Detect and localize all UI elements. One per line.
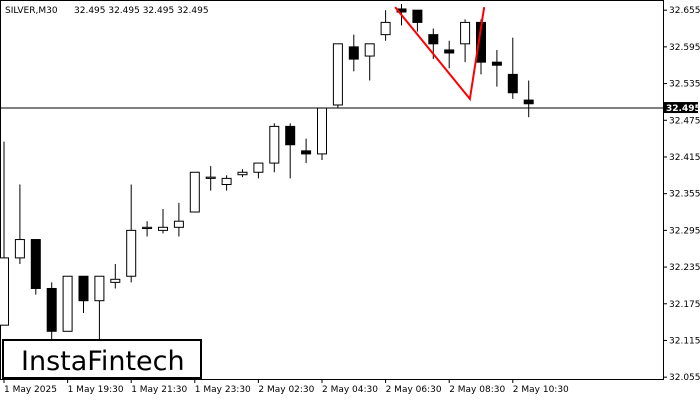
- x-tick-label: 1 May 2025: [4, 385, 57, 395]
- candle-body-bullish: [205, 176, 216, 179]
- candle-body-bullish: [94, 275, 105, 302]
- candle-body-bullish: [158, 226, 168, 231]
- x-tick-label: 1 May 23:30: [195, 385, 251, 395]
- symbol-timeframe: SILVER,M30: [5, 6, 58, 16]
- candle: [46, 282, 57, 350]
- candle-body-bullish: [332, 43, 343, 106]
- candle: [158, 208, 168, 234]
- y-tick-label: 32.595: [669, 43, 700, 53]
- candle-body-bearish: [285, 125, 296, 146]
- current-price-marker: 32.495: [664, 102, 700, 114]
- candle: [142, 221, 153, 237]
- candle-body-bearish: [523, 99, 534, 105]
- candle: [348, 34, 359, 72]
- candles-layer: [0, 4, 534, 350]
- instafintech-logo: InstaFintech: [2, 339, 202, 379]
- candle: [205, 166, 216, 191]
- candle-body-bearish: [507, 73, 518, 94]
- candle: [173, 202, 184, 237]
- candle-body-bullish: [380, 21, 391, 36]
- x-tick-label: 2 May 04:30: [322, 385, 378, 395]
- y-tick-label: 32.355: [669, 190, 700, 200]
- candle: [30, 239, 41, 295]
- logo-text: InstaFintech: [21, 346, 185, 377]
- candle: [317, 107, 327, 161]
- y-tick-label: 32.475: [669, 116, 700, 126]
- candle: [364, 43, 375, 81]
- candle: [237, 169, 248, 178]
- candle: [412, 9, 423, 32]
- candle: [460, 19, 471, 63]
- candle-body-bullish: [110, 278, 121, 283]
- candle-body-bullish: [14, 239, 25, 259]
- candle: [269, 123, 280, 173]
- candle: [491, 49, 502, 87]
- x-axis: 1 May 2025 1 May 19:30 1 May 21:30 1 May 23…: [3, 379, 569, 395]
- candle-body-bullish: [62, 275, 73, 332]
- y-tick-label: 32.655: [669, 6, 700, 16]
- x-tick-label: 2 May 02:30: [258, 385, 314, 395]
- candle: [332, 43, 343, 109]
- y-tick-label: 32.115: [669, 336, 700, 346]
- candle-body-bullish: [189, 171, 200, 213]
- candle-body-bullish: [0, 257, 9, 326]
- candle-body-bullish: [221, 177, 232, 185]
- y-tick-label: 32.295: [669, 226, 700, 236]
- x-tick-label: 1 May 19:30: [68, 385, 124, 395]
- candle: [126, 184, 137, 283]
- candle: [523, 80, 534, 118]
- candle-body-bearish: [46, 287, 57, 332]
- candle-body-bearish: [30, 239, 41, 289]
- x-tick-label: 2 May 10:30: [513, 385, 569, 395]
- candle-body-bullish: [126, 229, 137, 277]
- candle-body-bullish: [317, 107, 327, 155]
- candle-body-bullish: [173, 220, 184, 228]
- candle-body-bearish: [412, 9, 423, 23]
- current-price-label: 32.495: [666, 104, 700, 114]
- candle-body-bullish: [253, 162, 264, 173]
- candle-body-bullish: [460, 21, 471, 45]
- pattern-layer: [394, 6, 486, 102]
- candle: [62, 275, 73, 332]
- candle: [301, 138, 312, 164]
- ohlc-readout: 32.495 32.495 32.495 32.495: [74, 6, 209, 16]
- candle: [110, 264, 121, 289]
- candle-body-bearish: [444, 49, 455, 54]
- candle-body-bearish: [428, 34, 439, 45]
- y-axis: 32.655 32.595 32.535 32.475 32.415 32.355 32.2…: [663, 6, 700, 383]
- x-tick-label: 2 May 08:30: [449, 385, 505, 395]
- y-tick-label: 32.535: [669, 80, 700, 90]
- candle-body-bearish: [348, 46, 359, 60]
- candle-body-bearish: [491, 61, 502, 66]
- candle-body-bullish: [269, 125, 280, 164]
- candle: [253, 162, 264, 179]
- candle-body-bearish: [78, 275, 89, 302]
- candle: [285, 123, 296, 179]
- candle: [221, 175, 232, 191]
- candle-body-bullish: [142, 226, 153, 230]
- plot-frame: [0, 0, 664, 380]
- candle: [0, 141, 9, 326]
- candle: [380, 10, 391, 41]
- y-tick-label: 32.175: [669, 300, 700, 310]
- x-tick-label: 1 May 21:30: [131, 385, 187, 395]
- candle-body-bullish: [364, 43, 375, 57]
- candle-body-bullish: [237, 171, 248, 176]
- y-tick-label: 32.055: [669, 373, 700, 383]
- candle: [78, 275, 89, 313]
- candle: [14, 184, 25, 265]
- candle: [189, 171, 200, 213]
- candle-body-bearish: [301, 150, 312, 155]
- y-tick-label: 32.235: [669, 263, 700, 273]
- candle: [507, 37, 518, 99]
- y-tick-label: 32.415: [669, 153, 700, 163]
- candle: [444, 40, 455, 69]
- double-top-pattern-line: [394, 6, 486, 102]
- candle: [94, 275, 105, 344]
- x-tick-label: 2 May 06:30: [386, 385, 442, 395]
